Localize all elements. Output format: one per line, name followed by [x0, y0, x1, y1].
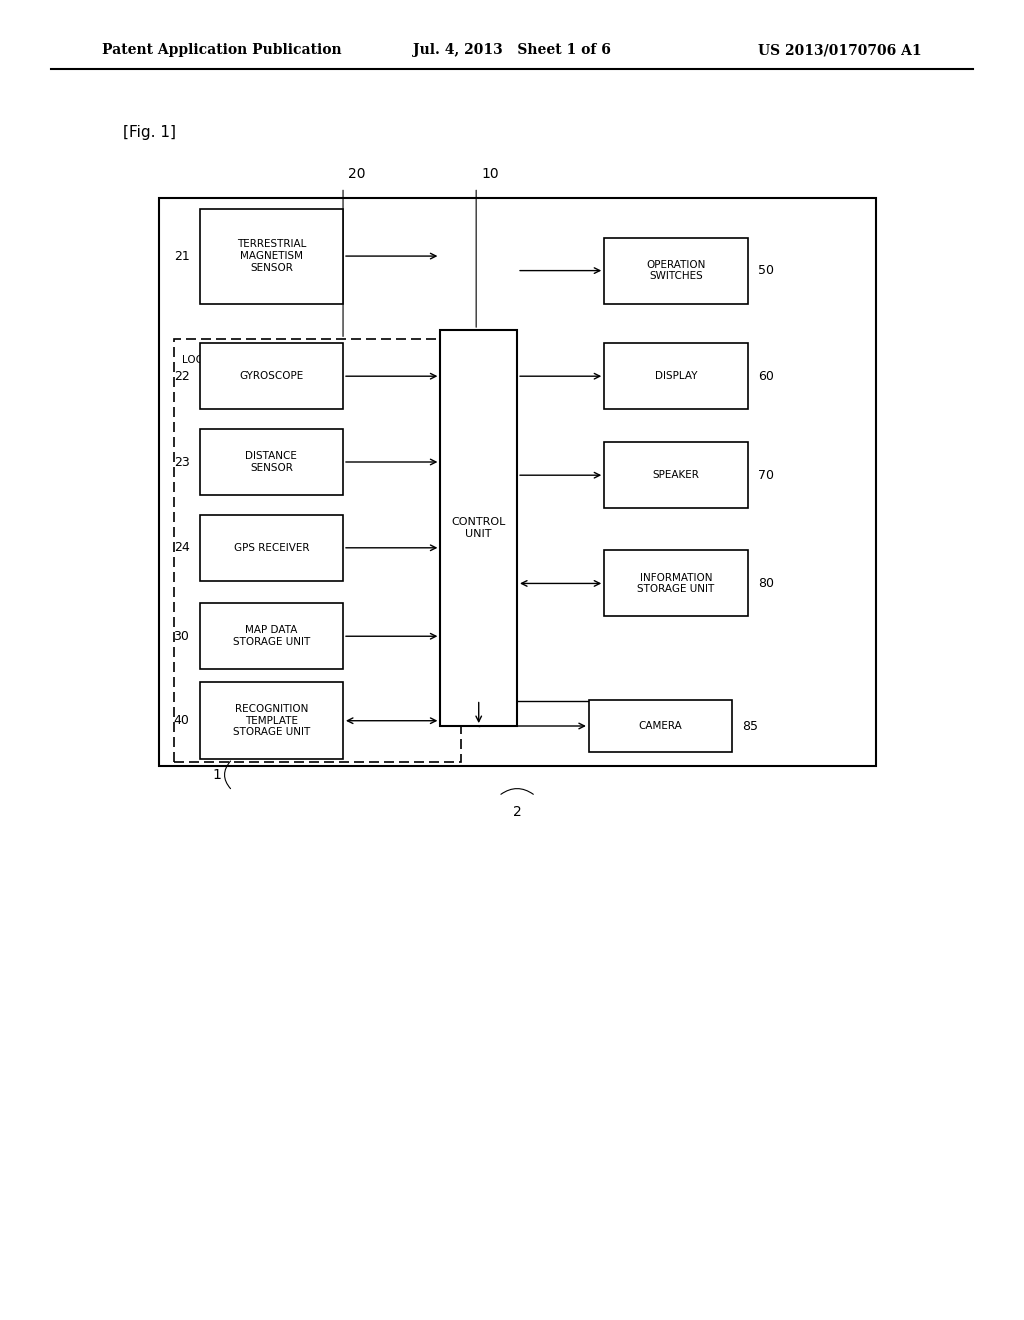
Text: TERRESTRIAL
MAGNETISM
SENSOR: TERRESTRIAL MAGNETISM SENSOR — [237, 239, 306, 273]
Bar — [200, 343, 343, 409]
Text: GPS RECEIVER: GPS RECEIVER — [233, 543, 309, 553]
Text: Patent Application Publication: Patent Application Publication — [102, 44, 342, 57]
Text: 60: 60 — [758, 370, 774, 383]
Bar — [604, 442, 748, 508]
Bar — [200, 515, 343, 581]
Bar — [440, 330, 517, 726]
Text: 20: 20 — [348, 166, 366, 181]
Text: DISTANCE
SENSOR: DISTANCE SENSOR — [246, 451, 297, 473]
Text: SPEAKER: SPEAKER — [652, 470, 699, 480]
Text: 30: 30 — [173, 630, 189, 643]
Text: 21: 21 — [174, 249, 189, 263]
Bar — [200, 603, 343, 669]
Bar — [604, 238, 748, 304]
Text: 85: 85 — [742, 719, 759, 733]
Bar — [604, 343, 748, 409]
Bar — [200, 429, 343, 495]
Text: GYROSCOPE: GYROSCOPE — [240, 371, 303, 381]
Bar — [200, 209, 343, 304]
Text: MAP DATA
STORAGE UNIT: MAP DATA STORAGE UNIT — [232, 626, 310, 647]
Text: 23: 23 — [174, 455, 189, 469]
Text: 1: 1 — [213, 768, 221, 781]
Text: 70: 70 — [758, 469, 774, 482]
Bar — [174, 339, 461, 762]
Text: INFORMATION
STORAGE UNIT: INFORMATION STORAGE UNIT — [637, 573, 715, 594]
Text: 2: 2 — [513, 805, 521, 818]
Text: CONTROL
UNIT: CONTROL UNIT — [452, 517, 506, 539]
Bar — [159, 198, 876, 766]
Text: US 2013/0170706 A1: US 2013/0170706 A1 — [758, 44, 922, 57]
Bar — [200, 682, 343, 759]
Text: LOCATION DETECTOR: LOCATION DETECTOR — [182, 355, 294, 366]
Text: 24: 24 — [174, 541, 189, 554]
Text: 22: 22 — [174, 370, 189, 383]
Text: Jul. 4, 2013   Sheet 1 of 6: Jul. 4, 2013 Sheet 1 of 6 — [413, 44, 611, 57]
Text: RECOGNITION
TEMPLATE
STORAGE UNIT: RECOGNITION TEMPLATE STORAGE UNIT — [232, 704, 310, 738]
Text: 80: 80 — [758, 577, 774, 590]
Text: [Fig. 1]: [Fig. 1] — [123, 124, 176, 140]
Text: 10: 10 — [481, 166, 499, 181]
Text: OPERATION
SWITCHES: OPERATION SWITCHES — [646, 260, 706, 281]
Bar — [604, 550, 748, 616]
Text: CAMERA: CAMERA — [639, 721, 682, 731]
Text: 50: 50 — [758, 264, 774, 277]
Text: DISPLAY: DISPLAY — [654, 371, 697, 381]
Bar — [589, 700, 732, 752]
Text: 40: 40 — [173, 714, 189, 727]
